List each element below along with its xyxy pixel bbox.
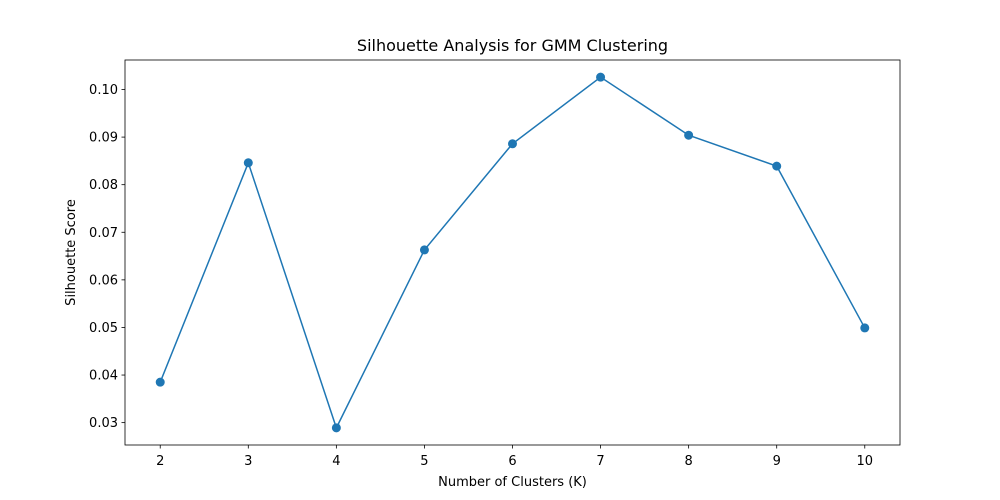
plot-frame	[124, 59, 901, 446]
x-axis-label: Number of Clusters (K)	[438, 475, 587, 490]
x-tick-label: 5	[420, 454, 428, 469]
x-tick-label: 2	[156, 454, 164, 469]
x-tick-label: 4	[332, 454, 340, 469]
data-point	[419, 245, 429, 255]
y-tick-label: 0.08	[89, 178, 118, 193]
y-tick-label: 0.06	[89, 273, 118, 288]
data-point	[155, 377, 165, 387]
y-tick-label: 0.05	[89, 321, 118, 336]
x-tick-label: 10	[856, 454, 873, 469]
data-point	[860, 323, 870, 333]
y-tick-label: 0.07	[89, 226, 118, 241]
data-point	[772, 161, 782, 171]
chart-title: Silhouette Analysis for GMM Clustering	[357, 36, 668, 55]
y-tick-label: 0.09	[89, 131, 118, 146]
y-tick-label: 0.03	[89, 416, 118, 431]
x-tick-label: 3	[244, 454, 252, 469]
x-tick-label: 7	[596, 454, 604, 469]
y-tick-label: 0.10	[89, 83, 118, 98]
series-markers	[155, 72, 870, 433]
data-point	[684, 130, 694, 140]
y-tick-label: 0.04	[89, 369, 118, 384]
x-tick-label: 6	[508, 454, 516, 469]
data-point	[243, 158, 253, 168]
data-point	[331, 423, 341, 433]
y-axis-label: Silhouette Score	[64, 199, 79, 306]
x-axis-ticks: 2 3 4 5 6 7 8 9 10	[156, 445, 873, 469]
x-tick-label: 8	[684, 454, 692, 469]
data-point	[596, 72, 606, 82]
x-tick-label: 9	[773, 454, 781, 469]
y-axis-ticks: 0.03 0.04 0.05 0.06 0.07 0.08 0.09 0.10	[89, 83, 125, 431]
data-point	[508, 139, 517, 149]
